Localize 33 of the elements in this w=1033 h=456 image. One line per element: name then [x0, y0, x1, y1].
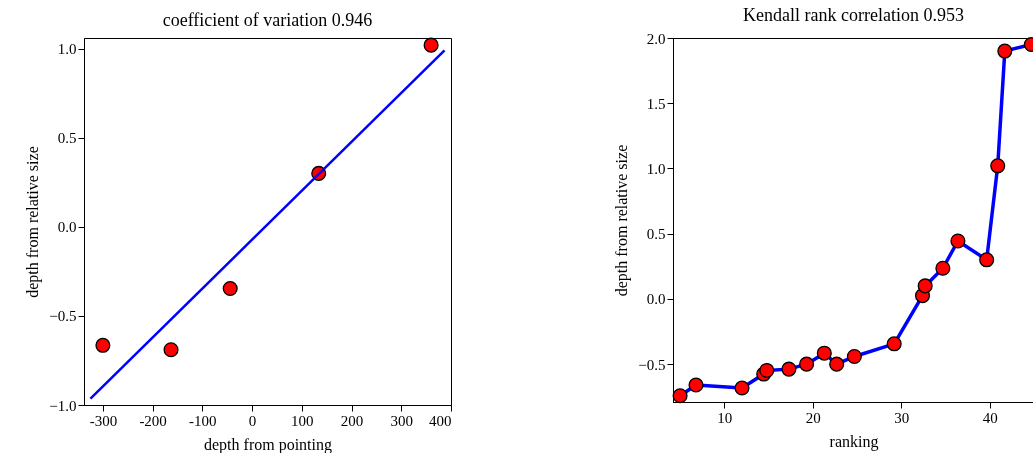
x-tick-label: -100 [189, 412, 217, 429]
x-tick-label: 200 [340, 412, 364, 429]
y-tick-label: −0.5 [49, 308, 77, 325]
y-tick-label: 0.5 [646, 226, 666, 243]
x-tick-label: 400 [429, 412, 452, 429]
x-tick-label: 30 [894, 409, 910, 426]
x-tick-label: -200 [139, 412, 167, 429]
chart-title: Kendall rank correlation 0.953 [743, 5, 964, 25]
x-tick-label: 100 [291, 412, 314, 429]
y-tick-label: 1.5 [646, 95, 666, 112]
x-axis-title: ranking [829, 432, 879, 451]
point [423, 37, 439, 53]
y-tick-label: 0.0 [646, 291, 666, 308]
x-tick-label: -300 [89, 412, 118, 429]
y-axis-title: depth from relative size [24, 146, 43, 298]
x-tick-label: 300 [390, 412, 414, 429]
y-tick-label: −1.0 [49, 397, 77, 414]
y-tick-label: 0.5 [57, 130, 77, 147]
point [163, 342, 179, 358]
point [95, 337, 111, 353]
chart-title: coefficient of variation 0.946 [162, 9, 373, 30]
y-tick-label: 1.0 [646, 160, 666, 177]
y-tick-label: 0.0 [57, 219, 77, 236]
point [222, 280, 238, 297]
y-tick-label: −0.5 [638, 356, 666, 373]
x-axis-title: depth from pointing [204, 435, 332, 454]
y-tick-label: 1.0 [57, 41, 77, 58]
x-tick-label: 20 [805, 409, 821, 426]
x-tick-label: 0 [248, 412, 257, 429]
x-tick-label: 40 [982, 409, 998, 426]
x-tick-label: 10 [717, 409, 733, 426]
y-tick-label: 2.0 [646, 30, 666, 47]
y-axis-title: depth from relative size [613, 144, 632, 297]
